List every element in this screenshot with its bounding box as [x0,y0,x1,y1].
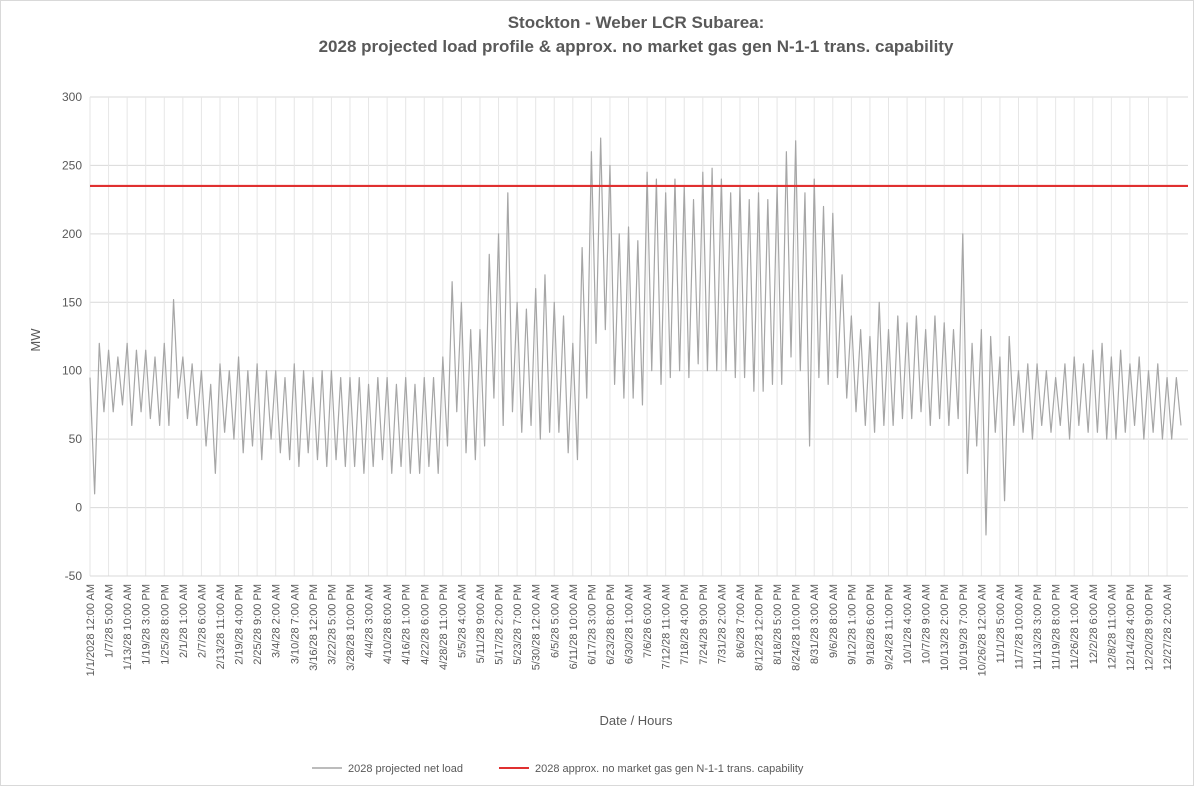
x-tick-label: 8/24/28 10:00 PM [791,584,803,671]
y-tick-label: 250 [62,158,82,172]
x-tick-label: 3/4/28 2:00 AM [271,584,283,658]
x-tick-label: 1/13/28 10:00 AM [122,584,134,670]
x-tick-label: 3/28/28 10:00 PM [345,584,357,671]
y-tick-label: 200 [62,227,82,241]
line-series [89,137,1182,536]
x-tick-label: 12/20/28 9:00 PM [1143,584,1155,671]
y-tick-label: 0 [75,501,82,515]
x-tick-label: 3/22/28 5:00 PM [326,584,338,665]
chart-title: Stockton - Weber LCR Subarea: [508,13,765,32]
chart-subtitle: 2028 projected load profile & approx. no… [319,37,954,56]
x-tick-label: 1/1/2028 12:00 AM [85,584,97,676]
x-tick-label: 1/19/28 3:00 PM [141,584,153,665]
x-tick-label: 8/12/28 12:00 PM [754,584,766,671]
x-tick-label: 11/26/28 1:00 AM [1069,584,1081,669]
x-tick-label: 5/17/28 2:00 PM [494,584,506,665]
y-tick-label: 150 [62,295,82,309]
x-tick-label: 8/6/28 7:00 AM [735,584,747,658]
x-tick-label: 9/12/28 1:00 PM [846,584,858,665]
x-tick-label: 5/11/28 9:00 AM [475,584,487,663]
x-tick-label: 2/7/28 6:00 AM [196,584,208,658]
y-tick-label: 50 [69,432,83,446]
x-tick-label: 6/17/28 3:00 PM [586,584,598,665]
y-tick-label: -50 [65,569,83,583]
x-tick-label: 5/23/28 7:00 PM [512,584,524,665]
x-tick-label: 9/6/28 8:00 AM [828,584,840,658]
x-tick-label: 6/5/28 5:00 AM [549,584,561,658]
x-tick-label: 2/19/28 4:00 PM [234,584,246,665]
x-tick-label: 5/5/28 4:00 AM [456,584,468,658]
x-tick-label: 12/8/28 11:00 AM [1106,584,1118,669]
x-tick-label: 11/13/28 3:00 PM [1032,584,1044,670]
y-axis-label: MW [28,328,43,352]
x-tick-label: 1/7/28 5:00 AM [104,584,116,658]
x-tick-label: 4/16/28 1:00 PM [401,584,413,665]
x-tick-label: 8/18/28 5:00 PM [772,584,784,665]
x-tick-label: 4/22/28 6:00 PM [419,584,431,665]
x-tick-label: 3/10/28 7:00 AM [289,584,301,664]
x-tick-label: 7/6/28 6:00 AM [642,584,654,658]
legend-label: 2028 approx. no market gas gen N-1-1 tra… [535,763,804,775]
x-tick-label: 2/25/28 9:00 PM [252,584,264,665]
x-tick-label: 7/31/28 2:00 AM [716,584,728,664]
x-tick-label: 11/19/28 8:00 PM [1051,584,1063,670]
x-axis-label: Date / Hours [600,713,673,728]
x-tick-label: 2/13/28 11:00 AM [215,584,227,669]
x-tick-label: 9/24/28 11:00 PM [884,584,896,670]
x-tick-label: 7/24/28 9:00 PM [698,584,710,665]
x-tick-label: 3/16/28 12:00 PM [308,584,320,671]
y-tick-label: 100 [62,364,82,378]
y-tick-label: 300 [62,90,82,104]
x-tick-label: 7/12/28 11:00 AM [661,584,673,669]
x-tick-label: 8/31/28 3:00 AM [809,584,821,664]
x-tick-label: 10/13/28 2:00 PM [939,584,951,671]
x-tick-label: 6/23/28 8:00 PM [605,584,617,665]
x-tick-label: 12/27/28 2:00 AM [1162,584,1174,670]
x-tick-label: 6/11/28 10:00 AM [568,584,580,669]
x-tick-label: 7/18/28 4:00 PM [679,584,691,665]
x-tick-label: 10/1/28 4:00 AM [902,584,914,664]
x-tick-label: 12/14/28 4:00 PM [1125,584,1137,671]
x-tick-label: 9/18/28 6:00 PM [865,584,877,665]
x-tick-label: 6/30/28 1:00 AM [624,584,636,664]
x-tick-label: 10/7/28 9:00 AM [921,584,933,664]
x-tick-label: 2/1/28 1:00 AM [178,584,190,658]
x-tick-label: 4/10/28 8:00 AM [382,584,394,664]
x-tick-label: 11/1/28 5:00 AM [995,584,1007,663]
legend: 2028 projected net load 2028 approx. no m… [312,763,804,775]
legend-label: 2028 projected net load [348,763,463,775]
x-tick-label: 12/2/28 6:00 AM [1088,584,1100,664]
x-tick-label: 1/25/28 8:00 PM [159,584,171,665]
x-tick-label: 4/4/28 3:00 AM [364,584,376,658]
x-tick-label: 5/30/28 12:00 AM [531,584,543,670]
x-tick-label: 10/26/28 12:00 AM [976,584,988,676]
x-tick-label: 11/7/28 10:00 AM [1014,584,1026,669]
x-tick-label: 4/28/28 11:00 PM [438,584,450,670]
x-tick-label: 10/19/28 7:00 PM [958,584,970,671]
